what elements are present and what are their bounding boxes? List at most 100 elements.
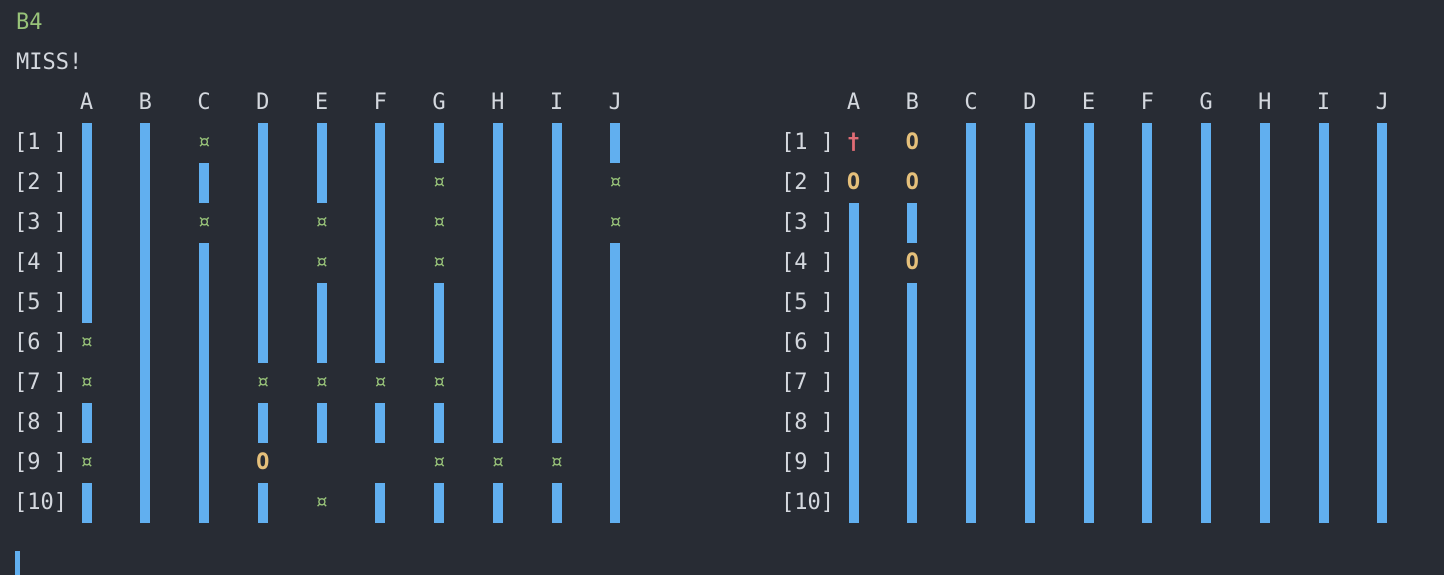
board-cell	[490, 243, 549, 283]
column-header-label: D	[1023, 90, 1037, 115]
column-header-cell: B	[905, 83, 964, 123]
board-cell	[138, 443, 197, 483]
water-bar-icon	[257, 163, 268, 203]
board-cell	[1199, 323, 1258, 363]
water-bar-icon	[257, 203, 268, 243]
board-cell	[1199, 443, 1258, 483]
board-cell	[255, 283, 314, 323]
water-bar-icon	[610, 403, 621, 443]
water-bar-icon	[1259, 163, 1270, 203]
water-bar-icon	[1259, 363, 1270, 403]
board-cell: ¤	[197, 203, 256, 243]
board-row: [6 ]	[781, 323, 1434, 363]
column-header-label: E	[1081, 90, 1096, 115]
water-bar-icon	[1377, 243, 1388, 283]
water-bar-icon	[375, 323, 386, 363]
water-bar-icon	[907, 363, 918, 403]
board-cell	[905, 283, 964, 323]
column-header-row: A B C D E F G H I J	[781, 83, 1434, 123]
water-bar-icon	[316, 163, 327, 203]
row-label: [7 ]	[781, 370, 834, 395]
water-bar-icon	[551, 123, 562, 163]
board-cell	[549, 243, 608, 283]
miss-marker-icon: ¤	[491, 450, 505, 475]
board-cell	[1257, 483, 1316, 523]
row-label: [10]	[781, 490, 834, 515]
column-header-label: I	[549, 90, 564, 115]
water-bar-icon	[1083, 123, 1094, 163]
board-row: [6 ] ¤	[14, 323, 667, 363]
board-cell	[1257, 363, 1316, 403]
column-header-row: A B C D E F G H I J	[14, 83, 667, 123]
water-bar-icon	[257, 403, 268, 443]
board-cell	[432, 283, 491, 323]
board-cell	[1199, 203, 1258, 243]
water-bar-icon	[1083, 443, 1094, 483]
board-cell	[255, 403, 314, 443]
board-cell	[1316, 363, 1375, 403]
column-header-label: J	[608, 90, 622, 115]
water-bar-icon	[1024, 243, 1035, 283]
board-cell	[846, 203, 905, 243]
water-bar-icon	[1142, 323, 1153, 363]
board-cell	[846, 483, 905, 523]
board-cell	[138, 123, 197, 163]
water-bar-icon	[551, 483, 562, 523]
column-header-label: B	[905, 90, 919, 115]
water-bar-icon	[1377, 363, 1388, 403]
water-bar-icon	[907, 323, 918, 363]
water-bar-icon	[1201, 363, 1211, 403]
board-cell	[1140, 283, 1199, 323]
board-cell	[549, 363, 608, 403]
row-label: [9 ]	[781, 450, 834, 475]
board-cell	[1081, 483, 1140, 523]
column-header-label: H	[1258, 90, 1272, 115]
board-cell	[964, 123, 1023, 163]
board-cell: ¤	[314, 203, 373, 243]
column-header-cell: F	[1140, 83, 1199, 123]
miss-marker-icon: ¤	[432, 210, 446, 235]
board-cell	[1081, 443, 1140, 483]
water-bar-icon	[1318, 243, 1329, 283]
water-bar-icon	[375, 163, 386, 203]
board-cell: ¤	[432, 203, 491, 243]
water-bar-icon	[907, 283, 918, 323]
board-cell	[1257, 323, 1316, 363]
water-bar-icon	[1201, 203, 1211, 243]
board-cell	[1199, 283, 1258, 323]
water-bar-icon	[1318, 323, 1329, 363]
water-bar-icon	[375, 203, 386, 243]
water-bar-icon	[551, 283, 562, 323]
miss-marker-icon: ¤	[314, 490, 329, 515]
water-bar-icon	[1083, 283, 1094, 323]
water-bar-icon	[1377, 443, 1388, 483]
board-cell	[1257, 283, 1316, 323]
board-cell	[1257, 243, 1316, 283]
water-bar-icon	[199, 323, 209, 363]
board-cell	[1022, 123, 1081, 163]
water-bar-icon	[434, 403, 444, 443]
water-bar-icon	[1259, 203, 1270, 243]
row-label-spacer	[14, 83, 79, 123]
board-cell	[964, 443, 1023, 483]
water-bar-icon	[1318, 203, 1329, 243]
board-cell	[1081, 163, 1140, 203]
column-header-cell: D	[1022, 83, 1081, 123]
board-cell	[1375, 283, 1434, 323]
board-cell	[490, 203, 549, 243]
water-bar-icon	[1377, 123, 1388, 163]
board-row: [8 ]	[781, 403, 1434, 443]
board-row: [7 ] ¤ ¤ ¤ ¤ ¤	[14, 363, 667, 403]
board-cell	[846, 363, 905, 403]
board-cell	[490, 403, 549, 443]
water-bar-icon	[610, 243, 621, 283]
water-bar-icon	[1024, 443, 1035, 483]
board-cell	[905, 403, 964, 443]
miss-marker-icon: ¤	[432, 170, 446, 195]
miss-marker-icon: ¤	[256, 370, 270, 395]
water-bar-icon	[610, 123, 621, 163]
board-cell: O	[846, 163, 905, 203]
water-bar-icon	[1259, 483, 1270, 523]
miss-marker-icon: ¤	[549, 450, 564, 475]
